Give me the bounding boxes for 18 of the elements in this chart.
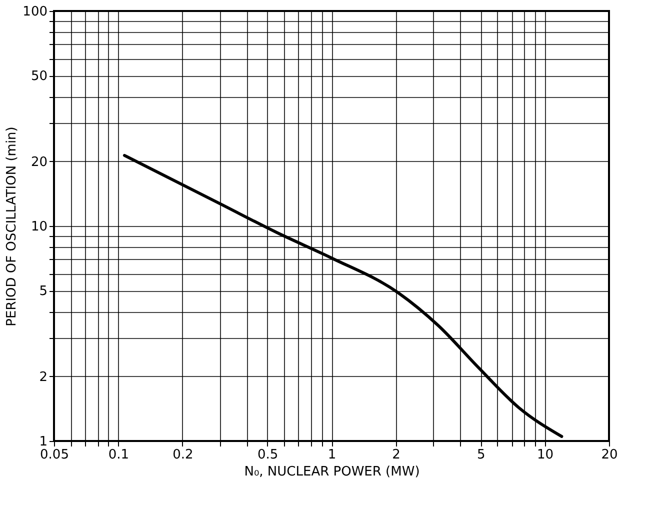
y-tick-label: 10 <box>30 220 48 234</box>
y-tick-label: 100 <box>22 4 48 20</box>
x-tick-label: 10 <box>537 448 554 462</box>
y-tick-label: 5 <box>39 284 48 300</box>
x-tick-label: 0.5 <box>257 448 278 462</box>
x-tick-label: 0.05 <box>40 448 69 462</box>
x-tick-label: 0.1 <box>108 448 130 462</box>
x-tick-label: 5 <box>476 448 486 462</box>
x-tick-label: 2 <box>392 448 400 462</box>
y-tick-label: 20 <box>30 154 48 170</box>
x-tick-label: 1 <box>328 448 336 462</box>
x-tick-label: 0.2 <box>172 448 194 462</box>
y-tick-label: 2 <box>39 370 48 385</box>
y-tick-label: 50 <box>30 69 48 84</box>
y-axis-title: PERIOD OF OSCILLATION (min) <box>4 126 20 326</box>
x-tick-label: 20 <box>601 448 618 462</box>
y-tick-label: 1 <box>39 434 48 450</box>
x-axis-title: N₀, NUCLEAR POWER (MW) <box>244 464 420 480</box>
